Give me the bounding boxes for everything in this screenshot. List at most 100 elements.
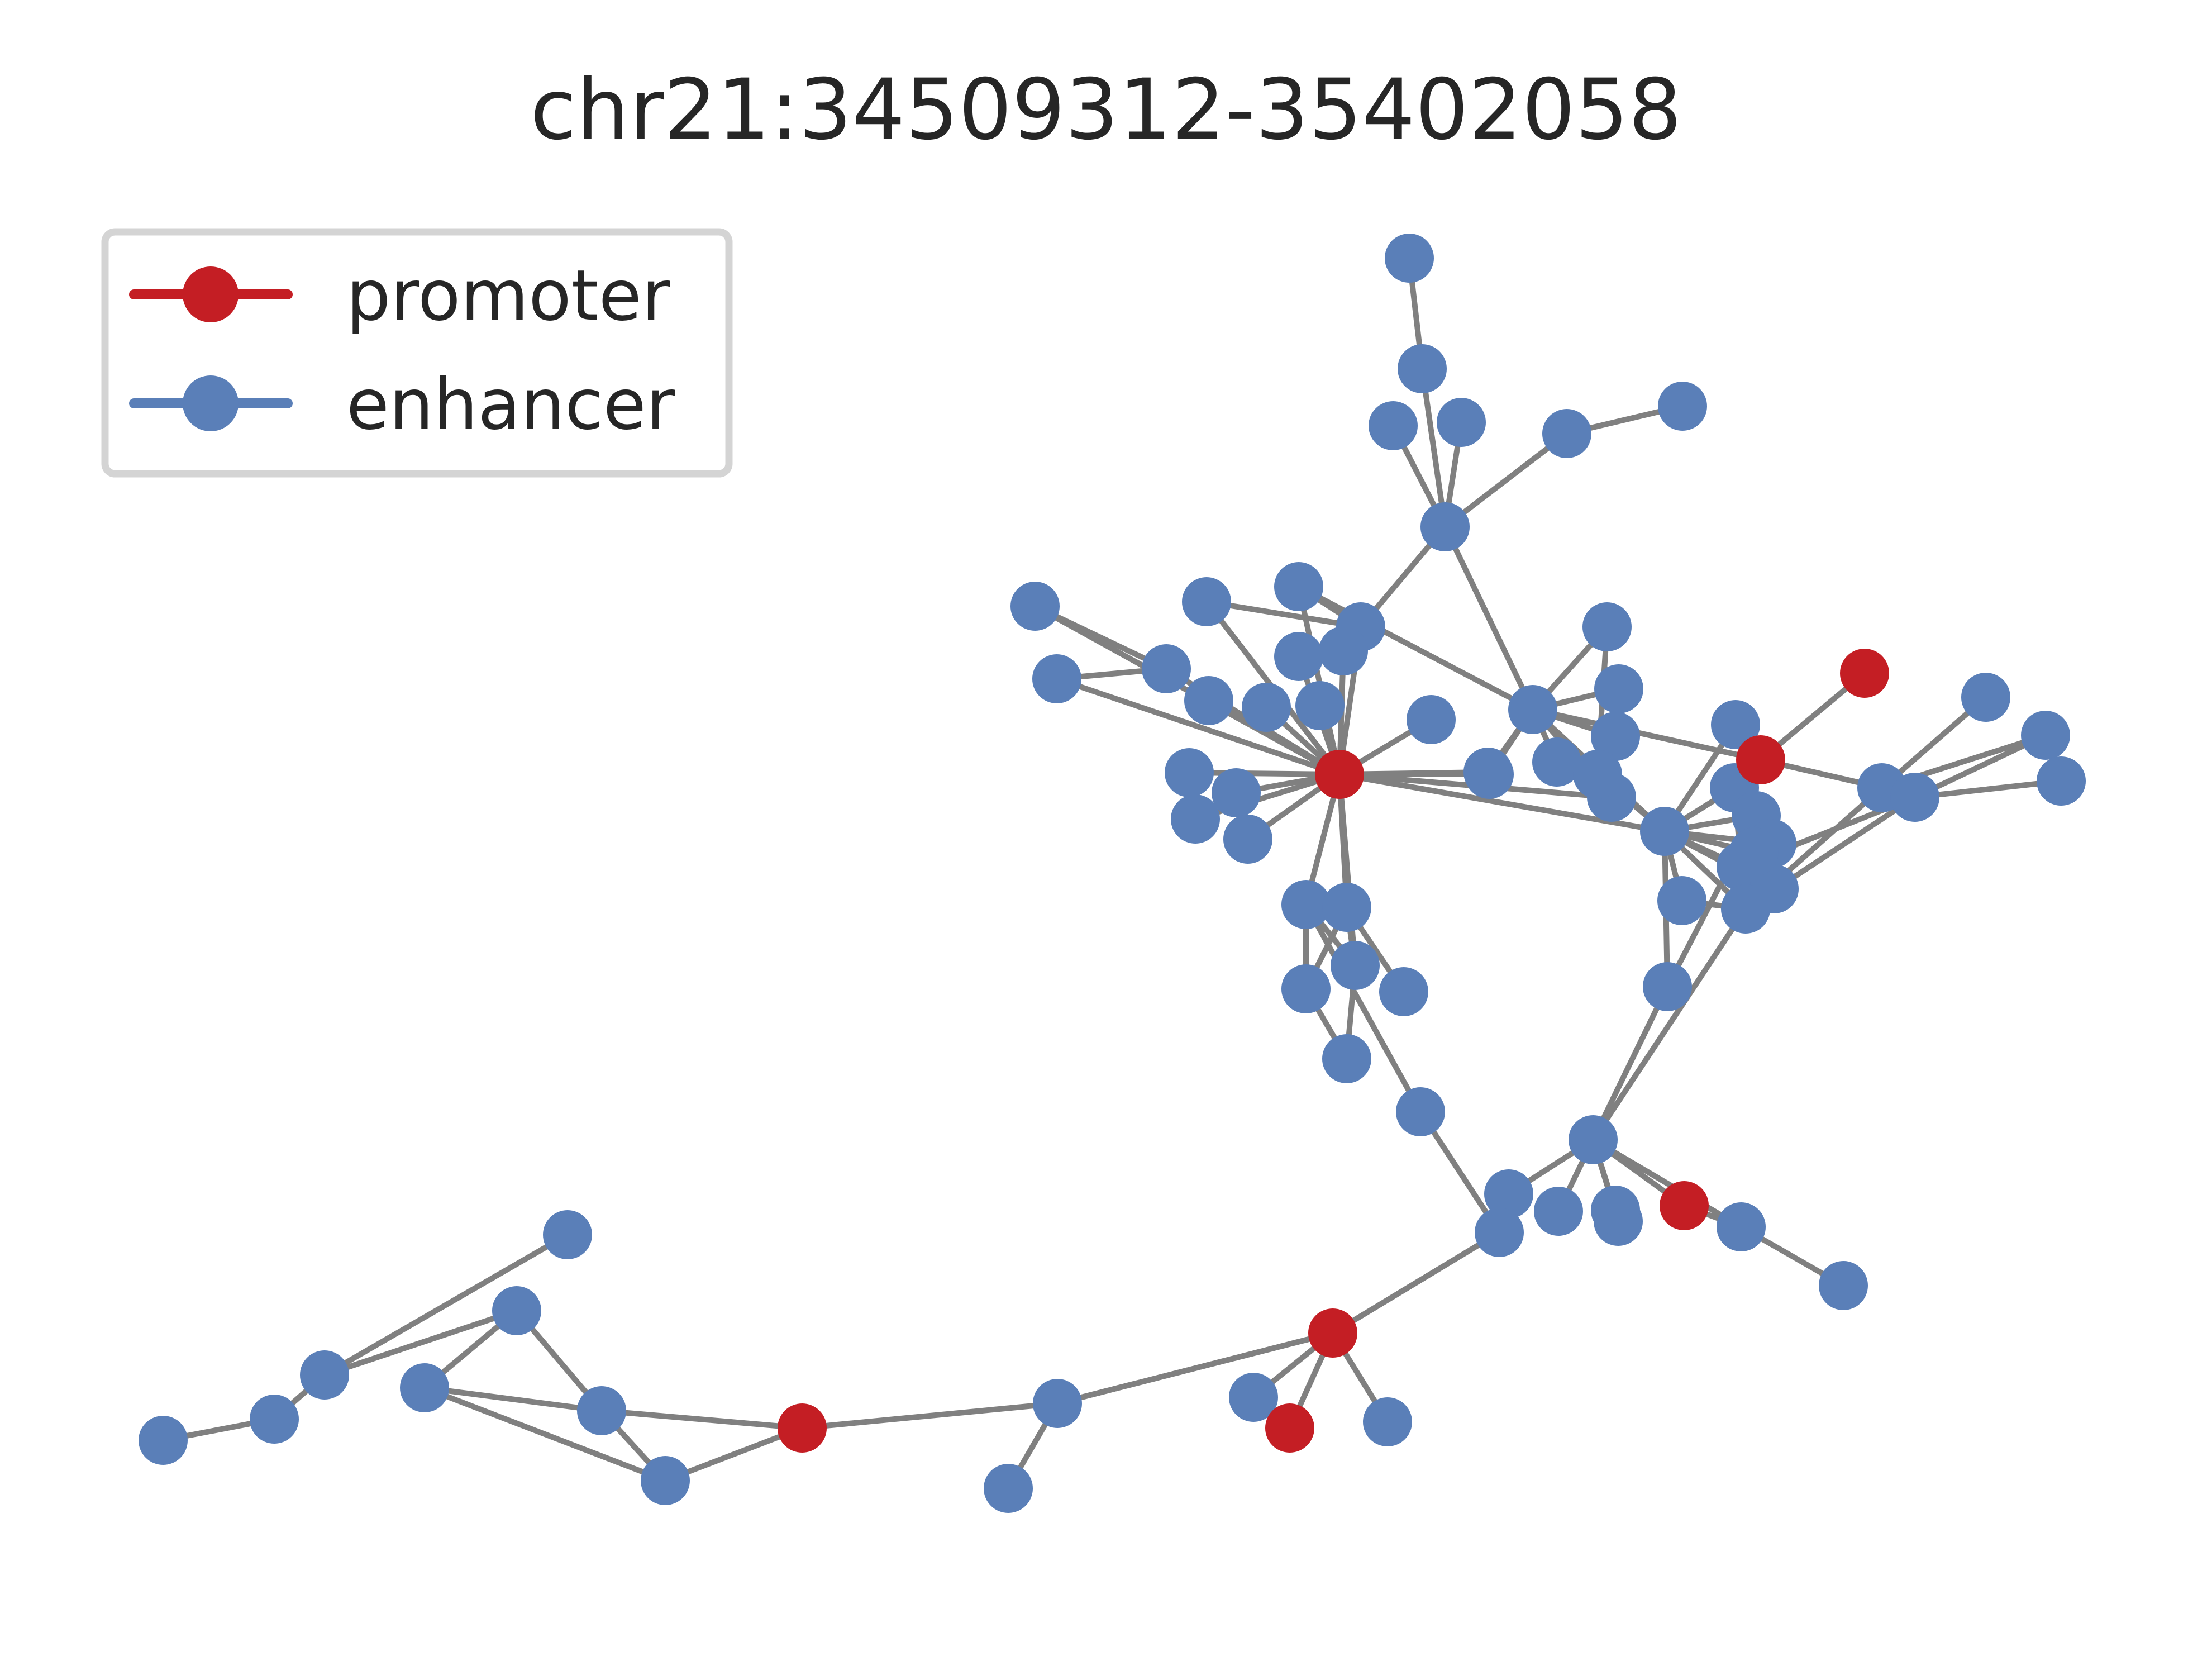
promoter-node-p_left (778, 1403, 827, 1453)
edge-e_lh-e_l6 (1590, 1137, 1744, 1230)
legend-enhancer-label: enhancer (346, 364, 675, 445)
edge-e_w7-e_w11 (422, 1385, 668, 1483)
enhancer-node-e_c9 (1184, 676, 1233, 725)
enhancer-node-e_v3 (1331, 941, 1380, 990)
enhancer-node-e_c1 (1010, 582, 1060, 631)
enhancer-node-e_c10 (1242, 683, 1291, 732)
edge-p_mid-e_w2 (1055, 1330, 1336, 1406)
enhancer-node-e_c3 (1182, 577, 1231, 626)
figure-title: chr21:34509312-35402058 (530, 61, 1682, 159)
enhancer-node-e_fr2 (1961, 673, 2010, 722)
edge-e_c4-e_h1 (1296, 584, 1536, 712)
enhancer-node-left-tail-0 (250, 1395, 299, 1444)
enhancer-node-e_l5 (1717, 1202, 1766, 1251)
enhancer-node-e_fr5 (1890, 773, 1939, 822)
enhancer-node-e_top4 (1437, 398, 1486, 447)
enhancer-node-e_c4 (1274, 562, 1323, 611)
promoter-node-p_right (1736, 735, 1785, 784)
enhancer-node-e_h8 (1640, 807, 1689, 856)
enhancer-node-e_w10 (543, 1210, 592, 1259)
enhancer-node-e_j1 (1420, 502, 1470, 551)
enhancer-node-e_c13 (1212, 768, 1261, 817)
enhancer-node-e_lh (1569, 1115, 1618, 1164)
enhancer-node-e_w1 (1033, 1379, 1082, 1428)
promoter-node-p_bot (1265, 1403, 1314, 1453)
edge-e_c12-p_hub (1186, 770, 1342, 777)
edge-p_mid-e_b2 (1330, 1230, 1502, 1336)
enhancer-node-e_c11 (1295, 681, 1345, 730)
enhancer-node-e_m1 (1229, 1373, 1278, 1422)
enhancer-node-e_tr2 (1542, 409, 1591, 458)
enhancer-node-e_l7 (1819, 1261, 1868, 1310)
edge-e_r7-e_lh (1590, 906, 1748, 1143)
legend-entry-enhancer: enhancer (129, 364, 675, 445)
enhancer-node-e_w9 (300, 1350, 349, 1400)
enhancer-node-e_c15 (1223, 815, 1272, 864)
edge-e_w1-p_left (799, 1401, 1060, 1431)
edge-e_h1-p_right (1530, 707, 1763, 763)
enhancer-node-e_r11 (1729, 827, 1779, 877)
enhancer-node-e_c12 (1165, 748, 1214, 797)
enhancer-node-e_v1 (1281, 880, 1331, 929)
edge-e_r10-e_lh (1590, 984, 1670, 1143)
enhancer-node-e_c6 (1142, 644, 1191, 693)
edge-e_c3-e_c2 (1204, 599, 1364, 630)
enhancer-node-left-tail-1 (139, 1416, 188, 1465)
enhancer-node-e_h1 (1508, 685, 1557, 734)
enhancer-node-e_tr1 (1658, 382, 1707, 431)
enhancer-node-e_l3 (1591, 1186, 1640, 1235)
enhancer-node-e_c7 (1032, 654, 1081, 703)
enhancer-node-e_r1 (1711, 700, 1760, 749)
enhancer-node-e_top1 (1385, 234, 1434, 283)
edge-p_hub-e_h8 (1337, 772, 1667, 834)
edge-e_w9-e_w10 (322, 1232, 570, 1378)
legend-enhancer-marker (183, 375, 239, 431)
enhancer-node-e_r7 (1721, 884, 1770, 934)
edge-e_c9-p_hub (1206, 698, 1342, 777)
enhancer-node-e_v4 (1281, 964, 1331, 1013)
edge-e_j1-e_tr2 (1442, 431, 1570, 530)
enhancer-node-e_h9 (1573, 750, 1622, 799)
enhancer-node-e_v5 (1379, 967, 1428, 1016)
promoter-node-p_low (1660, 1181, 1709, 1230)
enhancer-node-e_w3 (984, 1464, 1033, 1513)
enhancer-node-e_v2 (1322, 883, 1371, 932)
edge-e_v1-e_v7 (1303, 902, 1423, 1115)
enhancer-node-e_v6 (1322, 1034, 1371, 1083)
enhancer-node-e_r10 (1643, 962, 1692, 1011)
enhancer-node-e_h4 (1591, 712, 1640, 761)
legend-promoter-label: promoter (346, 255, 671, 336)
edge-p_hub-e_h6 (1337, 769, 1491, 777)
enhancer-node-e_w5 (641, 1456, 690, 1505)
enhancer-node-e_h2 (1582, 602, 1632, 651)
promoter-node-p_hub (1315, 750, 1364, 799)
edge-e_w8-e_w9 (322, 1308, 519, 1378)
enhancer-node-e_v7 (1396, 1087, 1445, 1136)
enhancer-node-e_b2 (1475, 1208, 1524, 1257)
edge-e_w4-e_w7 (422, 1385, 604, 1414)
edge-p_left-e_w4 (599, 1408, 805, 1431)
enhancer-node-e_fr4 (2037, 756, 2086, 806)
enhancer-node-e_h6 (1463, 748, 1513, 797)
enhancer-node-e_l1 (1534, 1187, 1583, 1236)
enhancer-node-e_top2 (1398, 344, 1447, 393)
enhancer-node-e_c14 (1171, 794, 1220, 844)
legend-entry-promoter: promoter (129, 255, 671, 336)
edge-e_c14-p_hub (1193, 772, 1342, 822)
edge-e_top2-e_j1 (1419, 366, 1448, 530)
promoter-node-p_mid (1308, 1308, 1357, 1358)
enhancer-node-e_top3 (1369, 401, 1418, 450)
enhancer-node-e_w4 (577, 1386, 626, 1435)
edge-e_j1-e_h1 (1442, 524, 1536, 712)
enhancer-node-e_m2 (1363, 1397, 1412, 1446)
legend-promoter-marker (183, 266, 239, 322)
enhancer-node-e_r8 (1657, 876, 1706, 925)
edge-e_c7-p_hub (1054, 676, 1342, 777)
legend: promoter enhancer (101, 228, 733, 478)
enhancer-node-e_c5 (1274, 632, 1323, 681)
enhancer-node-e_c16 (1407, 695, 1456, 744)
enhancer-node-e_fr3 (2021, 711, 2070, 760)
promoter-node-p_topr (1840, 649, 1889, 698)
nodes-layer (139, 234, 2086, 1513)
